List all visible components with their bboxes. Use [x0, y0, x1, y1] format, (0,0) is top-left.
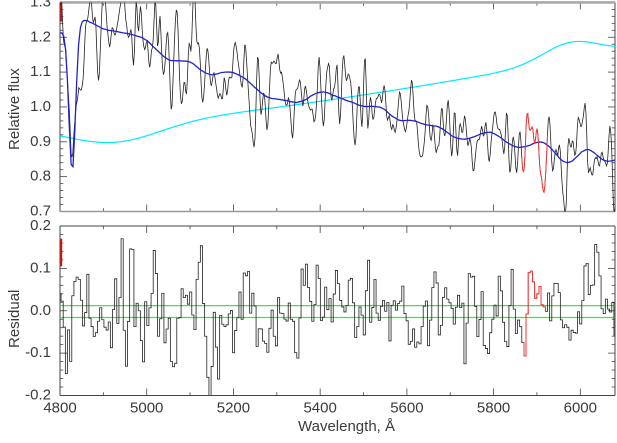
svg-text:1.1: 1.1: [30, 63, 51, 80]
svg-text:0.2: 0.2: [30, 217, 51, 234]
svg-text:5400: 5400: [303, 400, 336, 417]
svg-text:5000: 5000: [130, 400, 163, 417]
svg-text:1.2: 1.2: [30, 28, 51, 45]
svg-text:0.8: 0.8: [30, 168, 51, 185]
svg-text:5800: 5800: [477, 400, 510, 417]
svg-text:5200: 5200: [217, 400, 250, 417]
svg-text:0.1: 0.1: [30, 259, 51, 276]
svg-text:4800: 4800: [43, 400, 76, 417]
svg-text:0.9: 0.9: [30, 133, 51, 150]
svg-text:1.0: 1.0: [30, 98, 51, 115]
svg-text:0.0: 0.0: [30, 302, 51, 319]
svg-text:6000: 6000: [564, 400, 597, 417]
svg-text:1.3: 1.3: [30, 0, 51, 10]
svg-text:-0.1: -0.1: [25, 344, 51, 361]
svg-text:5600: 5600: [390, 400, 423, 417]
